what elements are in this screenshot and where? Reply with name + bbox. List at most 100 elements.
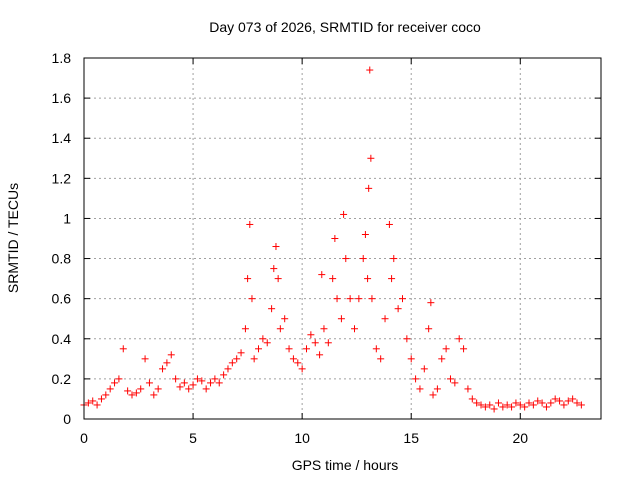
data-point — [263, 339, 271, 347]
data-point — [202, 385, 210, 393]
data-point — [270, 265, 278, 273]
data-point — [388, 275, 396, 283]
data-marks — [80, 66, 585, 413]
data-point — [233, 355, 241, 363]
data-point — [285, 345, 293, 353]
data-point — [361, 230, 369, 238]
data-point — [272, 243, 280, 251]
data-point — [446, 375, 454, 383]
data-point — [333, 295, 341, 303]
data-point — [442, 345, 450, 353]
data-point — [255, 345, 263, 353]
x-axis-label: GPS time / hours — [292, 457, 399, 473]
data-point — [145, 379, 153, 387]
data-point — [250, 355, 258, 363]
data-point — [573, 399, 581, 407]
data-point — [394, 305, 402, 313]
data-point — [137, 385, 145, 393]
data-point — [355, 295, 363, 303]
y-tick-label: 1.6 — [52, 90, 72, 106]
data-point — [468, 395, 476, 403]
data-point — [367, 154, 375, 162]
y-tick-label: 0.4 — [52, 331, 72, 347]
data-point — [407, 355, 415, 363]
data-point — [416, 385, 424, 393]
data-point — [364, 275, 372, 283]
data-point — [294, 359, 302, 367]
data-point — [359, 255, 367, 263]
data-point — [281, 315, 289, 323]
data-point — [298, 365, 306, 373]
data-point — [529, 401, 537, 409]
data-point — [289, 355, 297, 363]
y-tick-label: 0 — [63, 411, 71, 427]
y-tick-label: 0.8 — [52, 251, 72, 267]
data-point — [534, 397, 542, 405]
data-point — [167, 351, 175, 359]
data-point — [521, 403, 529, 411]
data-point — [403, 335, 411, 343]
data-point — [318, 271, 326, 279]
x-tick-label: 15 — [403, 430, 419, 446]
data-point — [89, 397, 97, 405]
data-point — [259, 335, 267, 343]
data-point — [150, 391, 158, 399]
data-point — [420, 365, 428, 373]
data-point — [228, 359, 236, 367]
data-point — [316, 351, 324, 359]
data-point — [460, 345, 468, 353]
data-point — [486, 401, 494, 409]
data-point — [346, 295, 354, 303]
data-point — [398, 295, 406, 303]
data-point — [198, 377, 206, 385]
data-point — [189, 381, 197, 389]
data-point — [246, 220, 254, 228]
data-point — [350, 325, 358, 333]
data-point — [180, 379, 188, 387]
data-point — [128, 391, 136, 399]
x-tick-label: 0 — [80, 430, 88, 446]
data-point — [366, 66, 374, 74]
data-point — [438, 355, 446, 363]
data-point — [185, 385, 193, 393]
data-point — [385, 220, 393, 228]
data-point — [207, 379, 215, 387]
data-point — [124, 387, 132, 395]
axis-ticks: 0 0.2 0.4 0.6 0.8 1 1.2 1.4 1.6 1.8 0 5 10 15 20 — [52, 50, 601, 446]
chart-title: Day 073 of 2026, SRMTID for receiver coc… — [209, 19, 481, 35]
data-point — [93, 401, 101, 409]
y-tick-label: 1.2 — [52, 170, 72, 186]
data-point — [490, 405, 498, 413]
data-point — [547, 399, 555, 407]
y-tick-label: 0.2 — [52, 371, 72, 387]
data-point — [224, 365, 232, 373]
grid-lines — [84, 58, 601, 419]
data-point — [172, 375, 180, 383]
data-point — [455, 335, 463, 343]
data-point — [494, 399, 502, 407]
data-point — [381, 315, 389, 323]
y-axis-label: SRMTID / TECUs — [5, 183, 21, 293]
data-point — [429, 391, 437, 399]
data-point — [241, 325, 249, 333]
data-point — [220, 371, 228, 379]
data-point — [115, 375, 123, 383]
data-point — [303, 345, 311, 353]
data-point — [512, 399, 520, 407]
data-point — [499, 403, 507, 411]
data-point — [560, 401, 568, 409]
data-point — [324, 339, 332, 347]
data-point — [481, 403, 489, 411]
data-point — [577, 401, 585, 409]
data-point — [525, 399, 533, 407]
data-point — [451, 379, 459, 387]
y-tick-label: 0.6 — [52, 291, 72, 307]
plot-frame — [83, 57, 602, 420]
data-point — [365, 184, 373, 192]
data-point — [473, 399, 481, 407]
data-point — [163, 359, 171, 367]
data-point — [425, 325, 433, 333]
data-point — [276, 325, 284, 333]
data-point — [268, 305, 276, 313]
